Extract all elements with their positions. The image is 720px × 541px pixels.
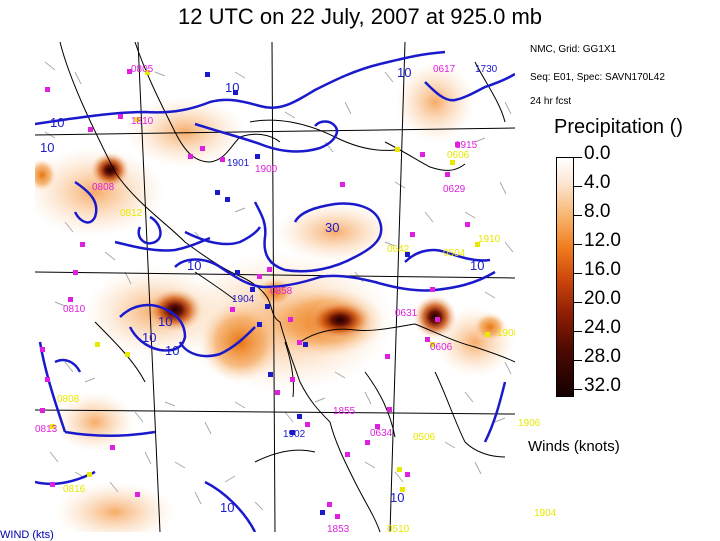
colorbar-tick (574, 360, 582, 361)
legend-title: Precipitation () (554, 116, 683, 138)
contour-label: 10 (390, 490, 404, 505)
station-label: 0606 (430, 342, 453, 353)
station-markers (40, 69, 490, 519)
colorbar-tick (574, 302, 582, 303)
station-label: 1904 (232, 294, 255, 305)
wind-units-label: WIND (kts) (0, 529, 54, 541)
colorbar-tick (574, 273, 582, 274)
colorbar-label: 8.0 (584, 201, 611, 222)
station-label: 0606 (447, 150, 470, 161)
station-label: 0504 (443, 248, 466, 259)
precipitation-field (35, 62, 515, 532)
colorbar-tick (574, 389, 582, 390)
contour-label: 10 (187, 258, 201, 273)
precipitation-colorbar (556, 157, 574, 397)
station-label: 0642 (387, 244, 410, 255)
forecast-info: 24 hr fcst (530, 96, 572, 107)
station-label: 1901 (227, 158, 250, 169)
station-label: 1900 (255, 164, 278, 175)
station-label: 1910 (478, 234, 501, 245)
colorbar-label: 16.0 (584, 259, 621, 280)
station-label: 0808 (92, 182, 115, 193)
station-label: 1902 (283, 429, 306, 440)
station-label: 0810 (63, 304, 86, 315)
colorbar-label: 20.0 (584, 288, 621, 309)
station-label: 0634 (370, 428, 393, 439)
map-title: 12 UTC on 22 July, 2007 at 925.0 mb (177, 4, 543, 29)
colorbar-tick (574, 331, 582, 332)
contour-label: 10 (158, 314, 172, 329)
station-label: 1906 (518, 418, 541, 429)
colorbar-label: 28.0 (584, 346, 621, 367)
station-label: 1855 (333, 406, 356, 417)
colorbar-label: 12.0 (584, 230, 621, 251)
coastlines (59, 42, 515, 532)
contour-label: 10 (50, 115, 64, 130)
station-label: 0631 (395, 308, 418, 319)
colorbar-tick (574, 215, 582, 216)
contour-label: 10 (397, 65, 411, 80)
colorbar-label: 4.0 (584, 172, 611, 193)
station-label: 0812 (120, 208, 143, 219)
sequence-info: Seq: E01, Spec: SAVN170L42 (530, 72, 665, 83)
station-label: 0629 (443, 184, 466, 195)
colorbar-label: 24.0 (584, 317, 621, 338)
station-label: 0816 (63, 484, 86, 495)
station-label: 1908 (497, 328, 515, 339)
colorbar-tick (574, 157, 582, 158)
station-label: 0510 (387, 524, 410, 532)
station-label: 0617 (433, 64, 456, 75)
station-label: 1853 (327, 524, 350, 532)
contour-label: 10 (165, 343, 179, 358)
weather-map: 10 10 10 10 10 10 10 10 30 10 10 10 (35, 42, 515, 532)
contour-label: 10 (40, 140, 54, 155)
grid-info: NMC, Grid: GG1X1 (530, 44, 617, 55)
station-label: 0506 (413, 432, 436, 443)
contour-label: 10 (220, 500, 234, 515)
colorbar-tick (574, 244, 582, 245)
contour-labels: 10 10 10 10 10 10 10 10 30 10 10 10 (40, 65, 484, 515)
station-label: 1915 (455, 140, 478, 151)
colorbar-label: 32.0 (584, 375, 621, 396)
station-label: 1810 (131, 116, 154, 127)
colorbar-label: 0.0 (584, 143, 611, 164)
station-labels: 0805 0617 1900 0808 0629 0810 0858 0631 … (35, 64, 515, 532)
station-label: 1904 (534, 508, 557, 519)
station-label: 0808 (57, 394, 80, 405)
station-label: 1730 (475, 64, 498, 75)
colorbar-tick (574, 186, 582, 187)
wind-barbs (44, 61, 514, 511)
contour-label: 10 (470, 258, 484, 273)
station-label: 0858 (270, 286, 293, 297)
contour-label: 30 (325, 220, 339, 235)
station-label: 0805 (131, 64, 154, 75)
winds-label: Winds (knots) (528, 438, 620, 455)
station-label: 0813 (35, 424, 58, 435)
contour-label: 10 (142, 330, 156, 345)
